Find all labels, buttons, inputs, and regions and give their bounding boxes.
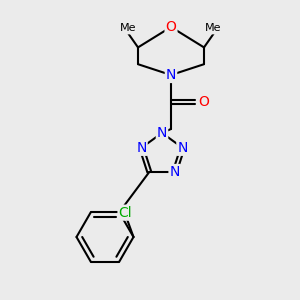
Text: N: N [157,126,167,140]
Text: N: N [169,165,180,179]
Text: N: N [166,68,176,82]
Text: O: O [198,95,209,109]
Text: N: N [136,141,147,155]
Text: Me: Me [205,23,222,34]
Text: N: N [177,141,188,155]
Text: Cl: Cl [118,206,132,220]
Text: O: O [166,20,176,34]
Text: Me: Me [120,23,137,34]
